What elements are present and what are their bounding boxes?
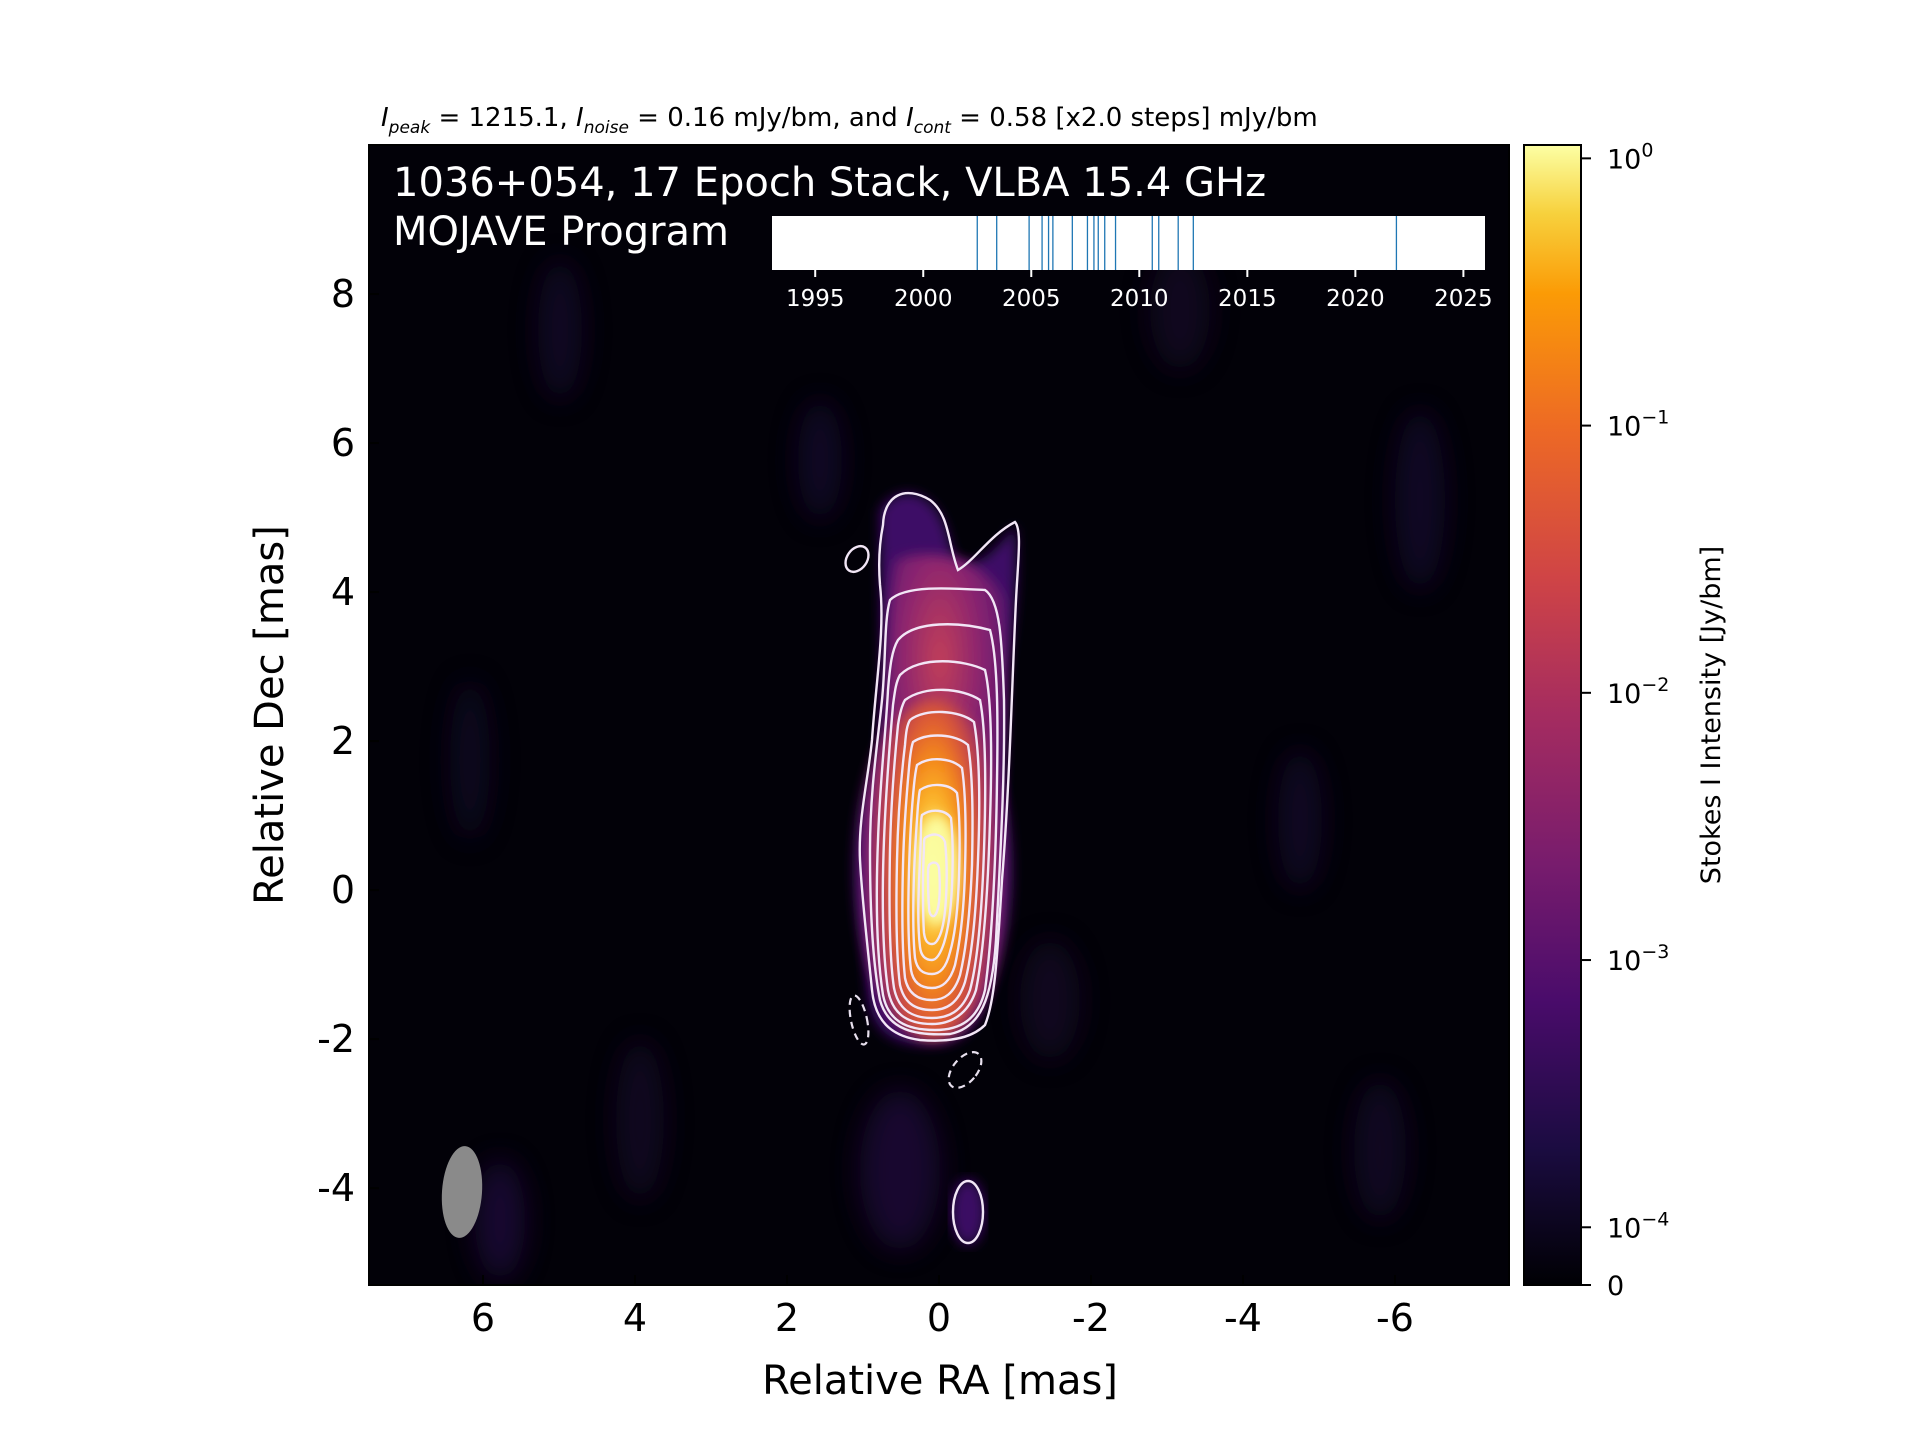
negative-contour-2: [947, 1051, 983, 1089]
colorbar-tick-label: 0: [1607, 1271, 1624, 1302]
source-emission: [855, 493, 1017, 1245]
y-tick-label: 4: [331, 570, 355, 614]
contour-level-8: [907, 758, 967, 990]
x-tick-label: -2: [1072, 1296, 1110, 1340]
y-axis-ticks: 8 6 4 2 0 -2 -4: [317, 272, 379, 1210]
contour-blob-north-west: [844, 544, 870, 574]
epoch-timeline: 1995 2000 2005 2010 2015 2020 2025: [772, 216, 1493, 312]
y-tick-label: 0: [331, 868, 355, 912]
colorbar: 100 10−1 10−2 10−3 10−4 0 Stokes I Intensity …: [1523, 139, 1727, 1302]
contours: [844, 491, 1021, 1245]
plot-title-line1: 1036+054, 17 Epoch Stack, VLBA 15.4 GHz: [393, 160, 1266, 206]
contour-level-11: [921, 833, 948, 946]
colorbar-tick-label: 100: [1607, 139, 1653, 175]
colorbar-tick-label: 10−1: [1607, 407, 1669, 443]
x-axis-label: Relative RA [mas]: [762, 1358, 1118, 1404]
colorbar-ticks: 100 10−1 10−2 10−3 10−4 0: [1581, 139, 1669, 1302]
timeline-tick-label: 2020: [1326, 286, 1385, 312]
contour-level-10: [917, 809, 954, 962]
x-tick-label: 2: [775, 1296, 799, 1340]
colorbar-tick-label: 10−3: [1607, 941, 1669, 977]
x-tick-label: 6: [471, 1296, 495, 1340]
contour-level-3: [875, 623, 999, 1032]
y-axis-label: Relative Dec [mas]: [247, 525, 293, 905]
intensity-map: 1036+054, 17 Epoch Stack, VLBA 15.4 GHz …: [368, 144, 1510, 1286]
x-axis-ticks: 6 4 2 0 -2 -4 -6: [471, 1275, 1414, 1340]
x-tick-label: -4: [1224, 1296, 1262, 1340]
timeline-tick-label: 2015: [1218, 286, 1277, 312]
epoch-lines: [976, 216, 1398, 270]
beam-ellipse: [441, 1146, 483, 1238]
contour-level-5: [888, 688, 987, 1020]
timeline-tick-label: 2000: [894, 286, 953, 312]
plot-title-line2: MOJAVE Program: [393, 209, 729, 255]
y-tick-label: -2: [317, 1017, 355, 1061]
x-tick-label: 4: [623, 1296, 647, 1340]
timeline-ticks: 1995 2000 2005 2010 2015 2020 2025: [786, 270, 1493, 312]
colorbar-tick-label: 10−2: [1607, 674, 1669, 710]
x-tick-label: -6: [1376, 1296, 1414, 1340]
contour-level-7: [901, 734, 974, 1002]
epoch-timeline-frame: [772, 216, 1485, 270]
contour-level-9: [912, 783, 961, 976]
image-stats-header: Ipeak = 1215.1, Inoise = 0.16 mJy/bm, an…: [381, 103, 1318, 138]
colorbar-gradient: [1523, 144, 1582, 1286]
colorbar-tick-label: 10−4: [1607, 1208, 1669, 1244]
contour-level-12: [926, 861, 941, 918]
colorbar-label: Stokes I Intensity [Jy/bm]: [1696, 546, 1727, 884]
contour-blob-south: [951, 1179, 985, 1245]
contour-level-2: [868, 587, 1006, 1036]
timeline-tick-label: 2010: [1110, 286, 1169, 312]
noise-texture: [450, 250, 1445, 1280]
y-tick-label: 8: [331, 272, 355, 316]
timeline-tick-label: 2025: [1434, 286, 1493, 312]
x-tick-label: 0: [927, 1296, 951, 1340]
y-tick-label: 2: [331, 719, 355, 763]
contour-level-6: [895, 710, 981, 1012]
y-tick-label: 6: [331, 421, 355, 465]
contour-level-1: [858, 491, 1021, 1042]
y-tick-label: -4: [317, 1166, 355, 1210]
negative-contours: [848, 994, 983, 1089]
contour-level-4: [881, 660, 993, 1026]
negative-contour-1: [848, 994, 870, 1046]
timeline-tick-label: 2005: [1002, 286, 1061, 312]
timeline-tick-label: 1995: [786, 286, 845, 312]
